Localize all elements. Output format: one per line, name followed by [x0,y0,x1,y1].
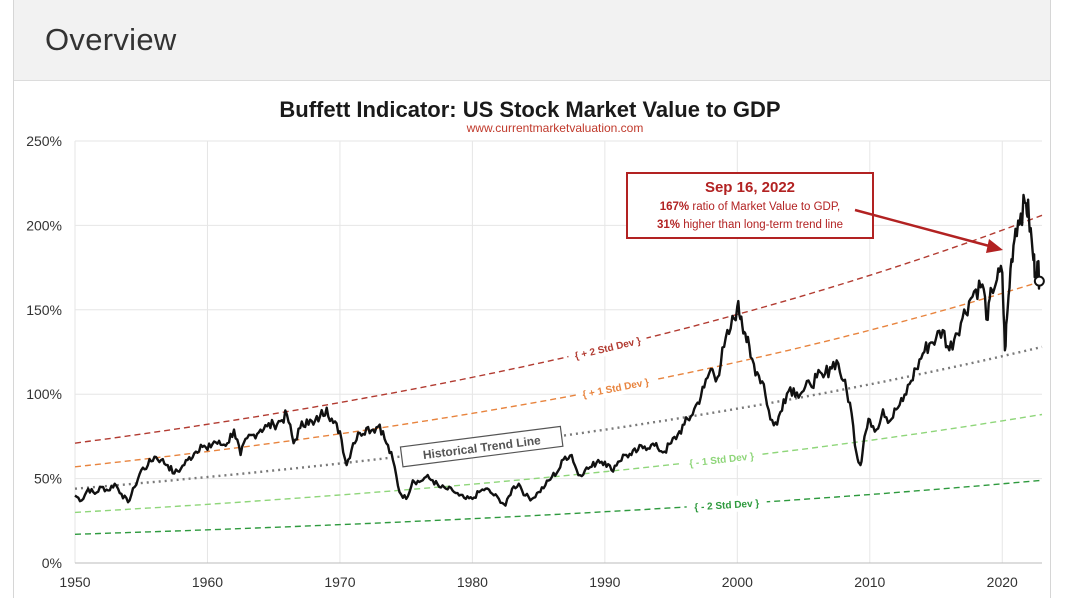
callout-ratio-text: ratio of Market Value to GDP, [689,201,840,213]
grid [74,140,1042,564]
callout-box [626,172,874,239]
minus-2-std-dev-label: { - 2 Std Dev } [694,498,760,513]
trend-line-label-group: Historical Trend Line [399,425,564,468]
minus-2-std-dev-label-group: { - 2 Std Dev } [686,493,768,515]
x-tick-label: 2020 [987,574,1018,590]
y-tick-label: 50% [34,471,62,487]
chart-subtitle: www.currentmarketvaluation.com [466,121,644,135]
plus-2-std-dev-label-bg [566,330,649,365]
x-tick-label: 1960 [192,574,223,590]
x-tick-label: 1970 [324,574,355,590]
chart-title: Buffett Indicator: US Stock Market Value… [279,97,780,122]
y-tick-label: 200% [26,217,62,233]
callout-line-1: 167% ratio of Market Value to GDP, [660,201,840,213]
x-tick-label: 2000 [722,574,753,590]
std-dev-bands: Historical Trend Line { + 2 Std Dev } { + … [74,214,1043,535]
minus-1-std-dev-line [74,413,1043,514]
y-tick-label: 250% [26,133,62,149]
plus-2-std-dev-label-group: { + 2 Std Dev } [566,330,649,365]
y-tick-label: 150% [26,302,62,318]
y-tick-label: 100% [26,386,62,402]
callout-arrow-head [986,239,1003,253]
callout: Sep 16, 2022 167% ratio of Market Value t… [626,172,1003,253]
callout-date: Sep 16, 2022 [705,179,795,196]
callout-arrow [854,208,994,249]
callout-ratio-value: 167% [660,201,689,213]
plus-1-std-dev-label-group: { + 1 Std Dev } [574,372,657,404]
plus-1-std-dev-label-bg [574,372,657,404]
y-tick-label: 0% [42,555,62,571]
minus-2-std-dev-line [74,479,1043,535]
minus-2-std-dev-label-bg [686,493,768,515]
x-tick-label: 1950 [59,574,90,590]
series [74,193,1045,507]
callout-line-2: 31% higher than long-term trend line [657,219,843,231]
axes: 0% 50% 100% 150% 200% 250% 1950 1960 1970 1980 199… [26,133,1042,590]
plus-2-std-dev-line [74,214,1043,444]
callout-trend-text: higher than long-term trend line [680,219,843,231]
card-title: Overview [45,22,177,57]
x-tick-label: 1990 [589,574,620,590]
card-header: Overview [14,0,1050,81]
market-value-to-gdp-line [74,193,1041,507]
callout-trend-value: 31% [657,219,680,231]
x-tick-label: 1980 [457,574,488,590]
trend-line-label-box [399,425,564,468]
minus-1-std-dev-label-group: { - 1 Std Dev } [680,446,763,472]
plus-1-std-dev-line [74,280,1043,468]
minus-1-std-dev-label-bg [680,446,763,472]
current-value-marker [1033,275,1045,287]
trend-line [74,345,1043,490]
x-tick-label: 2010 [854,574,885,590]
